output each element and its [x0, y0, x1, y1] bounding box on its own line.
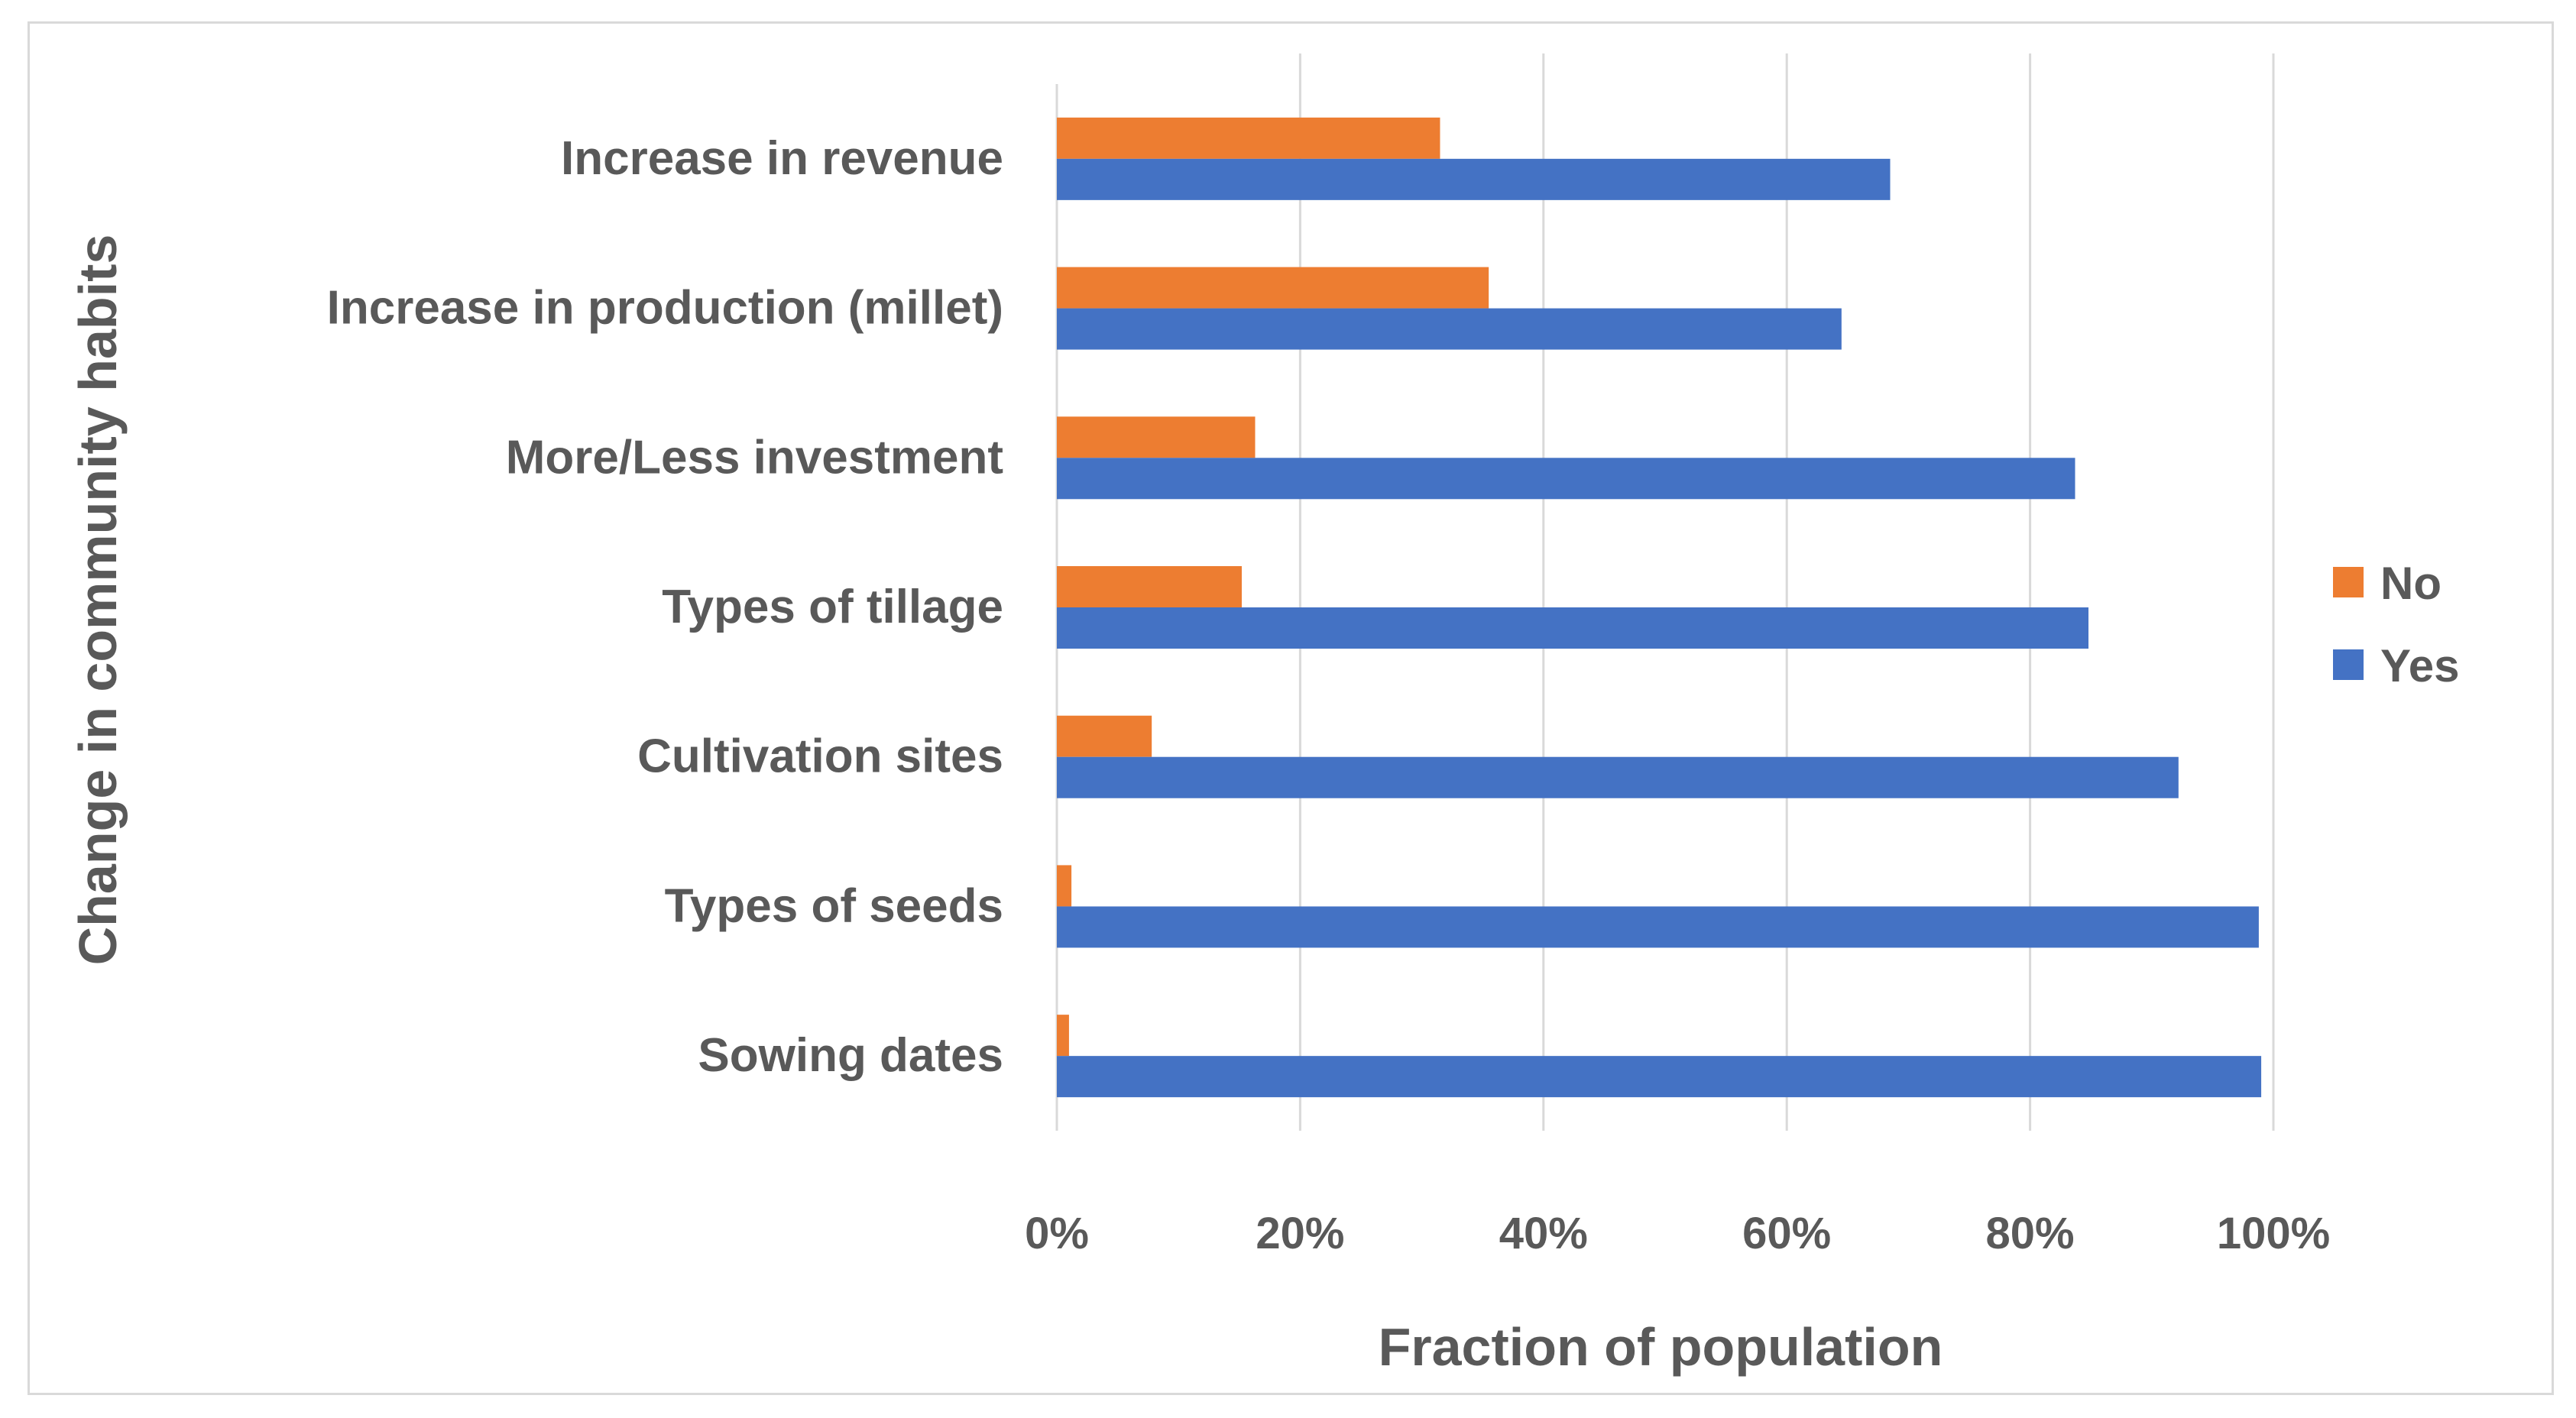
bar-yes [1057, 308, 1842, 350]
bar-no [1057, 865, 1072, 907]
bar-yes [1057, 756, 2179, 798]
x-tick-label: 80% [1986, 1209, 2075, 1258]
bar-yes [1057, 158, 1891, 200]
y-axis-title: Change in community habits [68, 235, 128, 966]
category-label: Increase in production (millet) [327, 282, 1003, 335]
x-tick-label: 60% [1742, 1209, 1831, 1258]
x-tick-label: 20% [1256, 1209, 1344, 1258]
legend-swatch-no [2333, 567, 2364, 597]
bar-yes [1057, 1056, 2262, 1098]
bar-yes [1057, 906, 2259, 948]
bar-no [1057, 117, 1440, 159]
category-labels: Increase in revenue Increase in productio… [327, 132, 1003, 1082]
category-label: Types of seeds [665, 879, 1003, 932]
bar-no [1057, 1015, 1069, 1057]
gridlines [1298, 53, 2275, 1131]
bar-yes [1057, 607, 2089, 649]
category-label: Increase in revenue [561, 132, 1003, 185]
bars [1057, 117, 2262, 1098]
category-label: Cultivation sites [637, 730, 1003, 783]
chart-frame [28, 21, 2554, 1395]
x-tick-label: 40% [1499, 1209, 1588, 1258]
x-axis-title: Fraction of population [1379, 1317, 1943, 1377]
bar-no [1057, 715, 1152, 757]
category-label: Types of tillage [662, 581, 1003, 633]
x-tick-label: 100% [2217, 1209, 2330, 1258]
legend-label-yes: Yes [2380, 640, 2459, 691]
bar-no [1057, 267, 1489, 309]
legend-label-no: No [2380, 558, 2442, 609]
bar-no [1057, 416, 1256, 458]
bar-yes [1057, 458, 2075, 500]
x-tick-labels: 0% 20% 40% 60% 80% 100% [1025, 1209, 2330, 1258]
category-label: More/Less investment [506, 431, 1003, 484]
category-label: Sowing dates [698, 1029, 1003, 1082]
x-tick-label: 0% [1025, 1209, 1089, 1258]
legend: No Yes [2333, 558, 2459, 691]
bar-no [1057, 566, 1242, 607]
legend-swatch-yes [2333, 649, 2364, 680]
